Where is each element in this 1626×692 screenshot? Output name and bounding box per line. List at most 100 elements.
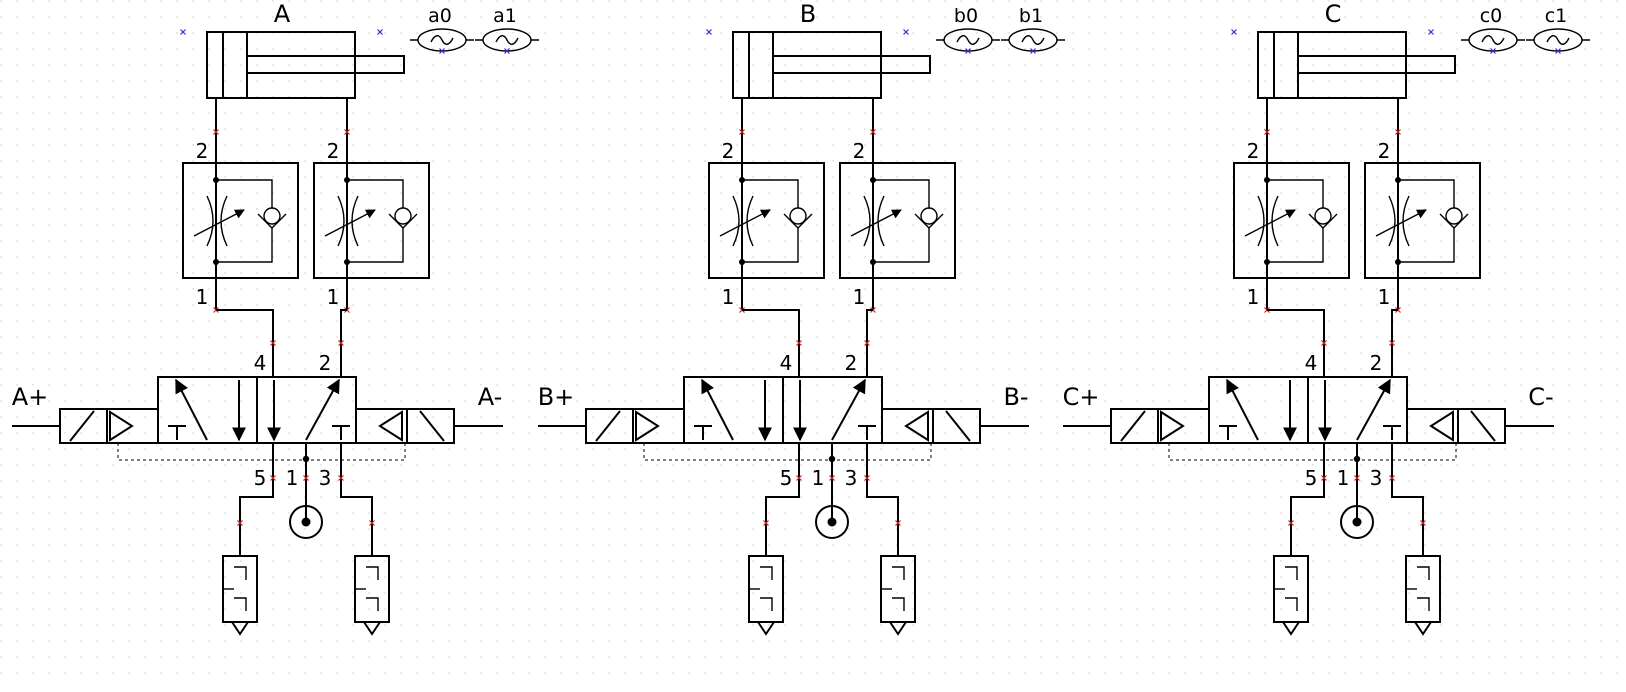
- silencer-mark: [1417, 566, 1430, 580]
- pipe-to-port-2: [1391, 309, 1398, 377]
- limit-sensor: a1: [475, 5, 539, 54]
- check-valve-ball: [1314, 207, 1332, 225]
- flow-valve-port-2: 2: [196, 139, 209, 163]
- throttle-arc: [1271, 195, 1279, 247]
- pilot-line: [643, 443, 932, 461]
- flow-control-housing: [839, 162, 956, 279]
- port-marker: [1389, 475, 1395, 481]
- solenoid-label-right: B-: [1003, 383, 1028, 411]
- valve-port-1: 1: [812, 466, 825, 490]
- limit-sensor: c0: [1461, 5, 1525, 54]
- check-valve-seat: [1439, 213, 1469, 229]
- spring-return-triangle: [1160, 410, 1185, 442]
- silencer-tip: [1414, 621, 1432, 636]
- flow-arrow: [701, 378, 734, 441]
- flow-valve-port-1: 1: [853, 285, 866, 309]
- pilot-line: [1168, 443, 1457, 461]
- valve-port-4: 4: [780, 351, 793, 375]
- pressure-source-ring: [289, 505, 323, 539]
- pressure-source-dot: [1352, 517, 1362, 527]
- silencer-mark: [892, 597, 905, 611]
- check-valve-seat: [914, 213, 944, 229]
- sensor-label: c1: [1545, 5, 1568, 27]
- port-marker: [303, 475, 309, 481]
- throttle-arc: [220, 195, 228, 247]
- check-valve-seat: [783, 213, 813, 229]
- sensor-label: c0: [1480, 5, 1503, 27]
- valve-port-1: 1: [286, 466, 299, 490]
- cylinder-label: C: [1325, 0, 1342, 28]
- pressure-source-dot: [301, 517, 311, 527]
- port-marker: [739, 129, 745, 135]
- flow-valve-port-1: 1: [1378, 285, 1391, 309]
- double-acting-cylinder: [1257, 31, 1456, 132]
- check-valve-seat: [257, 213, 287, 229]
- sensor-wave: [430, 35, 454, 45]
- port-marker: [1420, 520, 1426, 526]
- throttle-arc: [351, 195, 359, 247]
- exhaust-pipe-3: [1391, 443, 1424, 523]
- exhaust-silencer: [1273, 520, 1309, 636]
- sensor-wave: [1481, 35, 1505, 45]
- valve-port-5: 5: [254, 466, 267, 490]
- cylinder-barrel: [732, 31, 882, 99]
- blocked-port: [332, 425, 350, 440]
- valve-port-3: 3: [1370, 466, 1383, 490]
- exhaust-pipe-5: [765, 443, 800, 523]
- spring-return-triangle: [904, 410, 929, 442]
- silencer-mark: [892, 566, 905, 580]
- exhaust-silencer: [748, 520, 784, 636]
- limit-sensor: b1: [1001, 5, 1065, 54]
- cylinder-rod: [772, 55, 931, 74]
- silencer-mark: [234, 597, 247, 611]
- port-marker: [439, 48, 445, 54]
- bypass-line: [347, 179, 404, 208]
- flow-valve-port-2: 2: [722, 139, 735, 163]
- limit-sensor: a0: [410, 5, 474, 54]
- exhaust-silencer: [222, 520, 258, 636]
- flow-valve-port-2: 2: [1247, 139, 1260, 163]
- directional-valve-5-2: 4 2 5 1 3: [12, 351, 503, 490]
- port-marker: [237, 520, 243, 526]
- exhaust-silencer: [1405, 520, 1441, 636]
- cylinder-label: A: [274, 0, 291, 28]
- port-marker: [344, 129, 350, 135]
- valve-port-5: 5: [780, 466, 793, 490]
- directional-valve-5-2: 4 2 5 1 3: [538, 351, 1029, 490]
- bypass-line: [873, 179, 930, 208]
- check-valve-ball: [1445, 207, 1463, 225]
- flow-control-valve: 21: [839, 129, 956, 313]
- port-marker: [213, 129, 219, 135]
- valve-port-2: 2: [845, 351, 858, 375]
- supply-junction: [1353, 455, 1361, 463]
- exhaust-pipe-3: [866, 443, 899, 523]
- port-marker: [1321, 475, 1327, 481]
- flow-control-housing: [708, 162, 825, 279]
- flow-valve-port-1: 1: [1247, 285, 1260, 309]
- bypass-line: [347, 228, 404, 263]
- port-marker: [270, 475, 276, 481]
- exhaust-pipe-3: [340, 443, 373, 523]
- flow-valve-port-2: 2: [327, 139, 340, 163]
- exhaust-pipe-5: [1290, 443, 1325, 523]
- pipe-to-port-4: [1267, 309, 1325, 377]
- port-marker: [369, 520, 375, 526]
- double-acting-cylinder: [206, 31, 405, 132]
- bypass-line: [1267, 228, 1324, 263]
- supply-junction: [302, 455, 310, 463]
- port-marker: [377, 29, 383, 35]
- valve-port-1: 1: [1337, 466, 1350, 490]
- port-marker: [706, 29, 712, 35]
- port-marker: [965, 48, 971, 54]
- port-marker: [1490, 48, 1496, 54]
- throttle-arc: [746, 195, 754, 247]
- flow-valve-port-1: 1: [722, 285, 735, 309]
- silencer-mark: [1285, 566, 1298, 580]
- flow-arrow: [175, 378, 208, 441]
- pressure-source: [289, 505, 323, 539]
- port-marker: [796, 475, 802, 481]
- valve-port-2: 2: [1370, 351, 1383, 375]
